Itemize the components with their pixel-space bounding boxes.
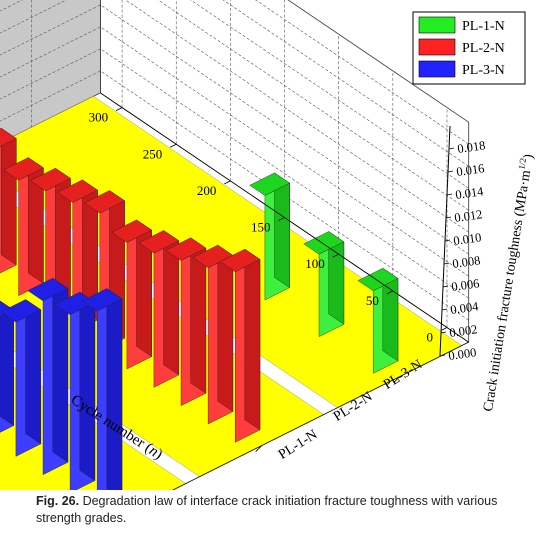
chart-bars: [0, 127, 399, 490]
bar-pl-2-n: [0, 127, 17, 274]
z-axis-title-main: Crack initiation fracture toughness: [481, 215, 527, 412]
bar-top-face: [0, 299, 42, 323]
cycle-tick: [224, 180, 231, 185]
z-tick: [442, 285, 449, 288]
bar-pl-2-n: [138, 230, 180, 388]
bar-top-face: [303, 231, 345, 255]
bar-pl-3-n: [0, 300, 15, 433]
legend-label: PL-1-N: [462, 19, 505, 34]
bar-side-face: [1, 127, 17, 266]
cycle-tick-label: 200: [197, 183, 217, 198]
z-tick: [440, 331, 447, 334]
cycle-tick: [386, 290, 394, 295]
z-tick: [447, 170, 454, 173]
bar-top-face: [57, 179, 98, 203]
bar-top-face: [54, 291, 96, 316]
z-tick-label: 0.016: [455, 161, 485, 179]
z-tick-label: 0.014: [454, 184, 485, 202]
z-tick: [448, 147, 455, 150]
bar-pl-3-n: [27, 277, 69, 476]
bar-side-face: [274, 172, 290, 288]
bar-top-face: [138, 230, 180, 254]
z-tick-label: 0.010: [452, 230, 482, 248]
bar-pl-3-n: [54, 291, 96, 490]
z-tick: [443, 262, 450, 265]
bar-top-face: [219, 248, 261, 273]
bar-top-face: [30, 167, 71, 192]
z-tick: [446, 193, 453, 196]
bar-pl-2-n: [192, 244, 234, 425]
caption-text: Degradation law of interface crack initi…: [36, 494, 498, 525]
chart-3d-bar: 0.000 0.002 0.004 0.006 0.008 0.010 0.012 0.014…: [0, 0, 537, 490]
caption-label: Fig. 26.: [36, 494, 80, 508]
legend-swatch: [418, 60, 456, 78]
z-axis-title-unit: (MPa·m: [512, 169, 534, 218]
bar-top-face: [0, 127, 17, 147]
bar-top-face: [27, 277, 69, 302]
right-back-wall: [0, 0, 101, 144]
bar-side-face: [79, 291, 96, 481]
z-tick: [444, 239, 451, 242]
z-axis-title-unit-close: ): [521, 153, 537, 160]
legend-label: PL-3-N: [462, 63, 505, 78]
z-tick: [445, 216, 452, 219]
legend-swatch: [418, 16, 456, 34]
z-axis-title-exponent: 1/2: [516, 157, 528, 170]
legend-swatch: [418, 38, 456, 56]
figure-caption: Fig. 26. Degradation law of interface cr…: [36, 493, 541, 527]
cycle-tick-label: 100: [305, 256, 325, 271]
bar-pl-3-n: [81, 288, 123, 490]
bar-side-face: [0, 300, 14, 426]
bar-top-face: [81, 288, 123, 312]
cycle-tick-label: 250: [143, 146, 163, 161]
z-tick: [441, 308, 448, 311]
cycle-tick-label: 50: [366, 293, 379, 308]
bar-side-face: [217, 244, 234, 412]
z-tick-label: 0.018: [456, 138, 486, 156]
bar-top-face: [84, 190, 125, 214]
bar-pl-1-n: [249, 172, 291, 301]
z-tick-label: 0.008: [451, 253, 481, 271]
bar-top-face: [111, 219, 153, 243]
bar-side-face: [25, 299, 41, 445]
legend-label: PL-2-N: [462, 41, 505, 56]
bar-top-face: [3, 157, 44, 181]
cycle-tick: [115, 107, 123, 111]
bar-side-face: [106, 288, 123, 490]
bar-top-face: [192, 244, 234, 269]
z-tick-label: 0.006: [450, 276, 480, 294]
bar-pl-2-n: [165, 237, 207, 407]
bar-top-face: [165, 237, 207, 261]
chart-walls: [0, 0, 470, 343]
category-tick: [393, 376, 400, 383]
bar-top-face: [249, 172, 291, 196]
cycle-tick-label: 150: [251, 220, 271, 235]
cycle-tick: [278, 217, 285, 221]
z-tick-label: 0.012: [453, 207, 483, 225]
bar-pl-2-n: [3, 157, 44, 297]
z-tick-label: 0.004: [449, 299, 480, 317]
cycle-tick-label: 0: [427, 330, 434, 345]
category-axis-line: [172, 341, 469, 490]
z-tick-label: 0.000: [447, 345, 477, 363]
category-tick: [255, 445, 262, 452]
cycle-tick-label: 300: [89, 110, 109, 125]
bar-top-face: [357, 267, 399, 292]
cycle-tick: [332, 253, 339, 258]
cycle-tick: [440, 327, 448, 331]
z-tick-label: 0.002: [448, 322, 478, 340]
bar-pl-2-n: [219, 248, 261, 443]
z-axis-title: Crack initiation fracture toughness (MPa…: [478, 152, 537, 412]
bar-pl-2-n: [111, 219, 153, 370]
chart-legend: PL-1-N PL-2-N PL-3-N: [412, 11, 526, 85]
bar-side-face: [244, 248, 261, 431]
bar-pl-3-n: [0, 299, 42, 457]
cycle-tick: [170, 143, 177, 148]
